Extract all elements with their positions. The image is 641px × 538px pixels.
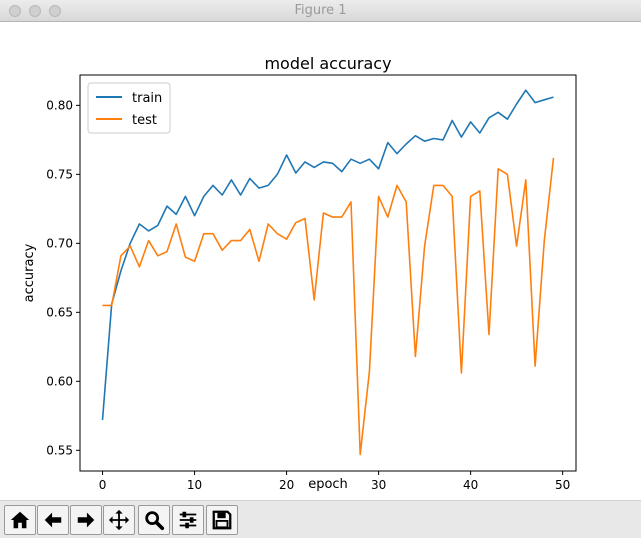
back-button[interactable] [37, 505, 69, 535]
accuracy-chart: 0 10 20 30 40 50 0.55 0.60 0.65 0.70 0.75 0.80 mod… [22, 54, 577, 492]
home-button[interactable] [4, 505, 36, 535]
minimize-window-button[interactable] [29, 5, 41, 17]
zoom-button[interactable] [138, 505, 170, 535]
navigation-toolbar [0, 500, 641, 538]
move-icon [108, 509, 130, 531]
close-window-button[interactable] [9, 5, 21, 17]
chart-title: model accuracy [264, 54, 391, 73]
floppy-disk-icon [212, 510, 232, 530]
series-line-train [101, 89, 554, 420]
y-tick-label: 0.60 [46, 374, 73, 388]
x-tick-label: 0 [99, 478, 107, 492]
zoom-window-button[interactable] [49, 5, 61, 17]
arrow-right-icon [77, 512, 95, 528]
y-tick-label: 0.55 [46, 443, 73, 457]
home-icon [10, 511, 30, 529]
figure-canvas[interactable]: 0 10 20 30 40 50 0.55 0.60 0.65 0.70 0.75 0.80 mod… [0, 22, 641, 500]
pan-button[interactable] [103, 505, 135, 535]
x-tick-label: 40 [463, 478, 478, 492]
y-tick-label: 0.80 [46, 98, 73, 112]
y-tick-label: 0.65 [46, 305, 73, 319]
y-axis-ticks: 0.55 0.60 0.65 0.70 0.75 0.80 [46, 98, 80, 457]
x-axis-ticks: 0 10 20 30 40 50 [99, 471, 570, 492]
x-tick-label: 10 [187, 478, 202, 492]
sliders-icon [179, 511, 197, 529]
legend-label-train: train [132, 91, 162, 106]
x-axis-label: epoch [308, 477, 348, 492]
subplots-button[interactable] [172, 505, 204, 535]
magnifier-icon [145, 511, 165, 531]
save-button[interactable] [206, 505, 238, 535]
legend-label-test: test [132, 113, 157, 128]
legend-box [87, 82, 171, 134]
y-tick-label: 0.70 [46, 236, 73, 250]
x-tick-label: 50 [555, 478, 570, 492]
x-tick-label: 30 [371, 478, 386, 492]
x-tick-label: 20 [279, 478, 294, 492]
axes-frame [79, 74, 577, 472]
window-title: Figure 1 [294, 3, 347, 18]
forward-button[interactable] [70, 505, 102, 535]
y-tick-label: 0.75 [46, 167, 73, 181]
y-axis-label: accuracy [22, 243, 37, 302]
series-line-test [102, 157, 555, 456]
plot-lines [101, 89, 555, 456]
arrow-left-icon [44, 512, 62, 528]
legend: train test [87, 82, 171, 134]
window-titlebar: Figure 1 [0, 0, 641, 22]
